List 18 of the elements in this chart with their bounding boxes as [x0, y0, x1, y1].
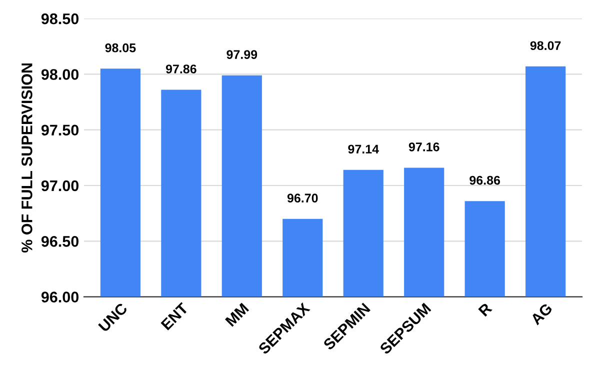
data-label: 98.05 — [105, 43, 136, 52]
data-label: 98.07 — [530, 41, 561, 50]
data-label: 97.86 — [166, 64, 196, 74]
y-tick-label: 98.00 — [41, 69, 79, 80]
data-label: 97.99 — [226, 50, 258, 59]
y-tick-label: 96.50 — [41, 236, 79, 247]
y-tick-label: 97.50 — [41, 124, 79, 136]
data-label: 96.86 — [470, 176, 500, 185]
x-tick-label: MM — [225, 302, 250, 327]
y-axis-title: % OF FULL SUPERVISION — [22, 63, 32, 253]
y-tick-label: 96.00 — [41, 292, 79, 302]
data-label: 97.16 — [408, 142, 440, 152]
x-tick-label: AG — [530, 302, 553, 326]
data-label: 96.70 — [287, 194, 318, 203]
y-tick-label: 97.00 — [41, 180, 79, 192]
x-tick-label: R — [478, 302, 492, 317]
data-label: 97.14 — [348, 144, 379, 154]
y-tick-label: 98.50 — [41, 13, 79, 24]
